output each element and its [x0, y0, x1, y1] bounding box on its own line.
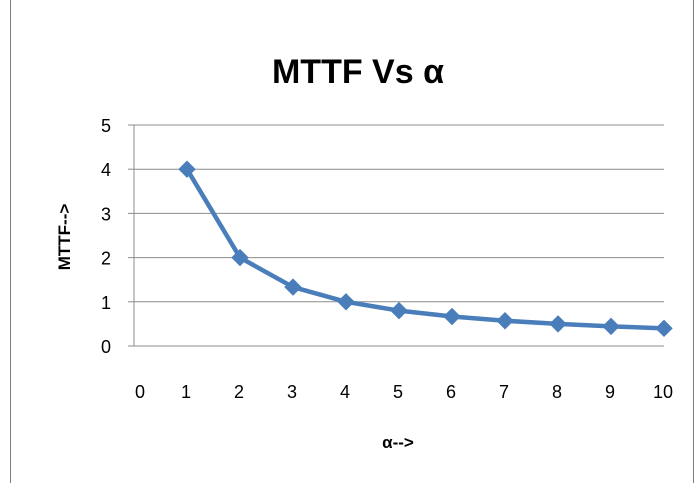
x-tick-label: 4: [340, 382, 350, 402]
data-point-marker: [655, 319, 673, 338]
x-tick-label: 9: [605, 382, 615, 402]
chart-frame: [10, 0, 694, 483]
x-tick-label: 1: [181, 382, 191, 402]
y-axis-label: MTTF-->: [55, 204, 74, 271]
y-tick-label: 4: [101, 160, 111, 180]
data-point-marker: [602, 317, 620, 336]
x-tick-label: 8: [552, 382, 562, 402]
y-tick-label: 3: [101, 204, 111, 224]
x-tick-label: 5: [393, 382, 403, 402]
data-point-marker: [337, 293, 355, 311]
data-point-marker: [231, 248, 249, 267]
data-point-marker: [443, 307, 461, 326]
y-tick-label: 5: [101, 116, 111, 136]
data-point-marker: [496, 312, 514, 330]
x-tick-labels: 0 1 2 3 4 5 6 7 8 9 10: [135, 382, 673, 402]
x-tick-label: 3: [287, 382, 297, 402]
data-point-marker: [284, 278, 302, 296]
x-tick-label: 0: [135, 382, 145, 402]
x-tick-label: 7: [499, 382, 509, 402]
gridlines: [128, 124, 664, 347]
data-point-marker: [549, 315, 567, 333]
x-axis-label: α-->: [382, 433, 414, 452]
series-group: [178, 160, 673, 338]
data-point-marker: [390, 301, 408, 320]
x-tick-label: 2: [234, 382, 244, 402]
series-line: [184, 166, 667, 331]
y-tick-label: 0: [101, 337, 111, 357]
x-tick-label: 10: [653, 382, 673, 402]
y-tick-label: 2: [101, 249, 111, 269]
chart-title: MTTF Vs α: [272, 53, 444, 91]
y-tick-labels: 0 1 2 3 4 5: [101, 116, 111, 357]
y-tick-label: 1: [101, 293, 111, 313]
x-tick-label: 6: [446, 382, 456, 402]
data-point-marker: [178, 160, 196, 178]
